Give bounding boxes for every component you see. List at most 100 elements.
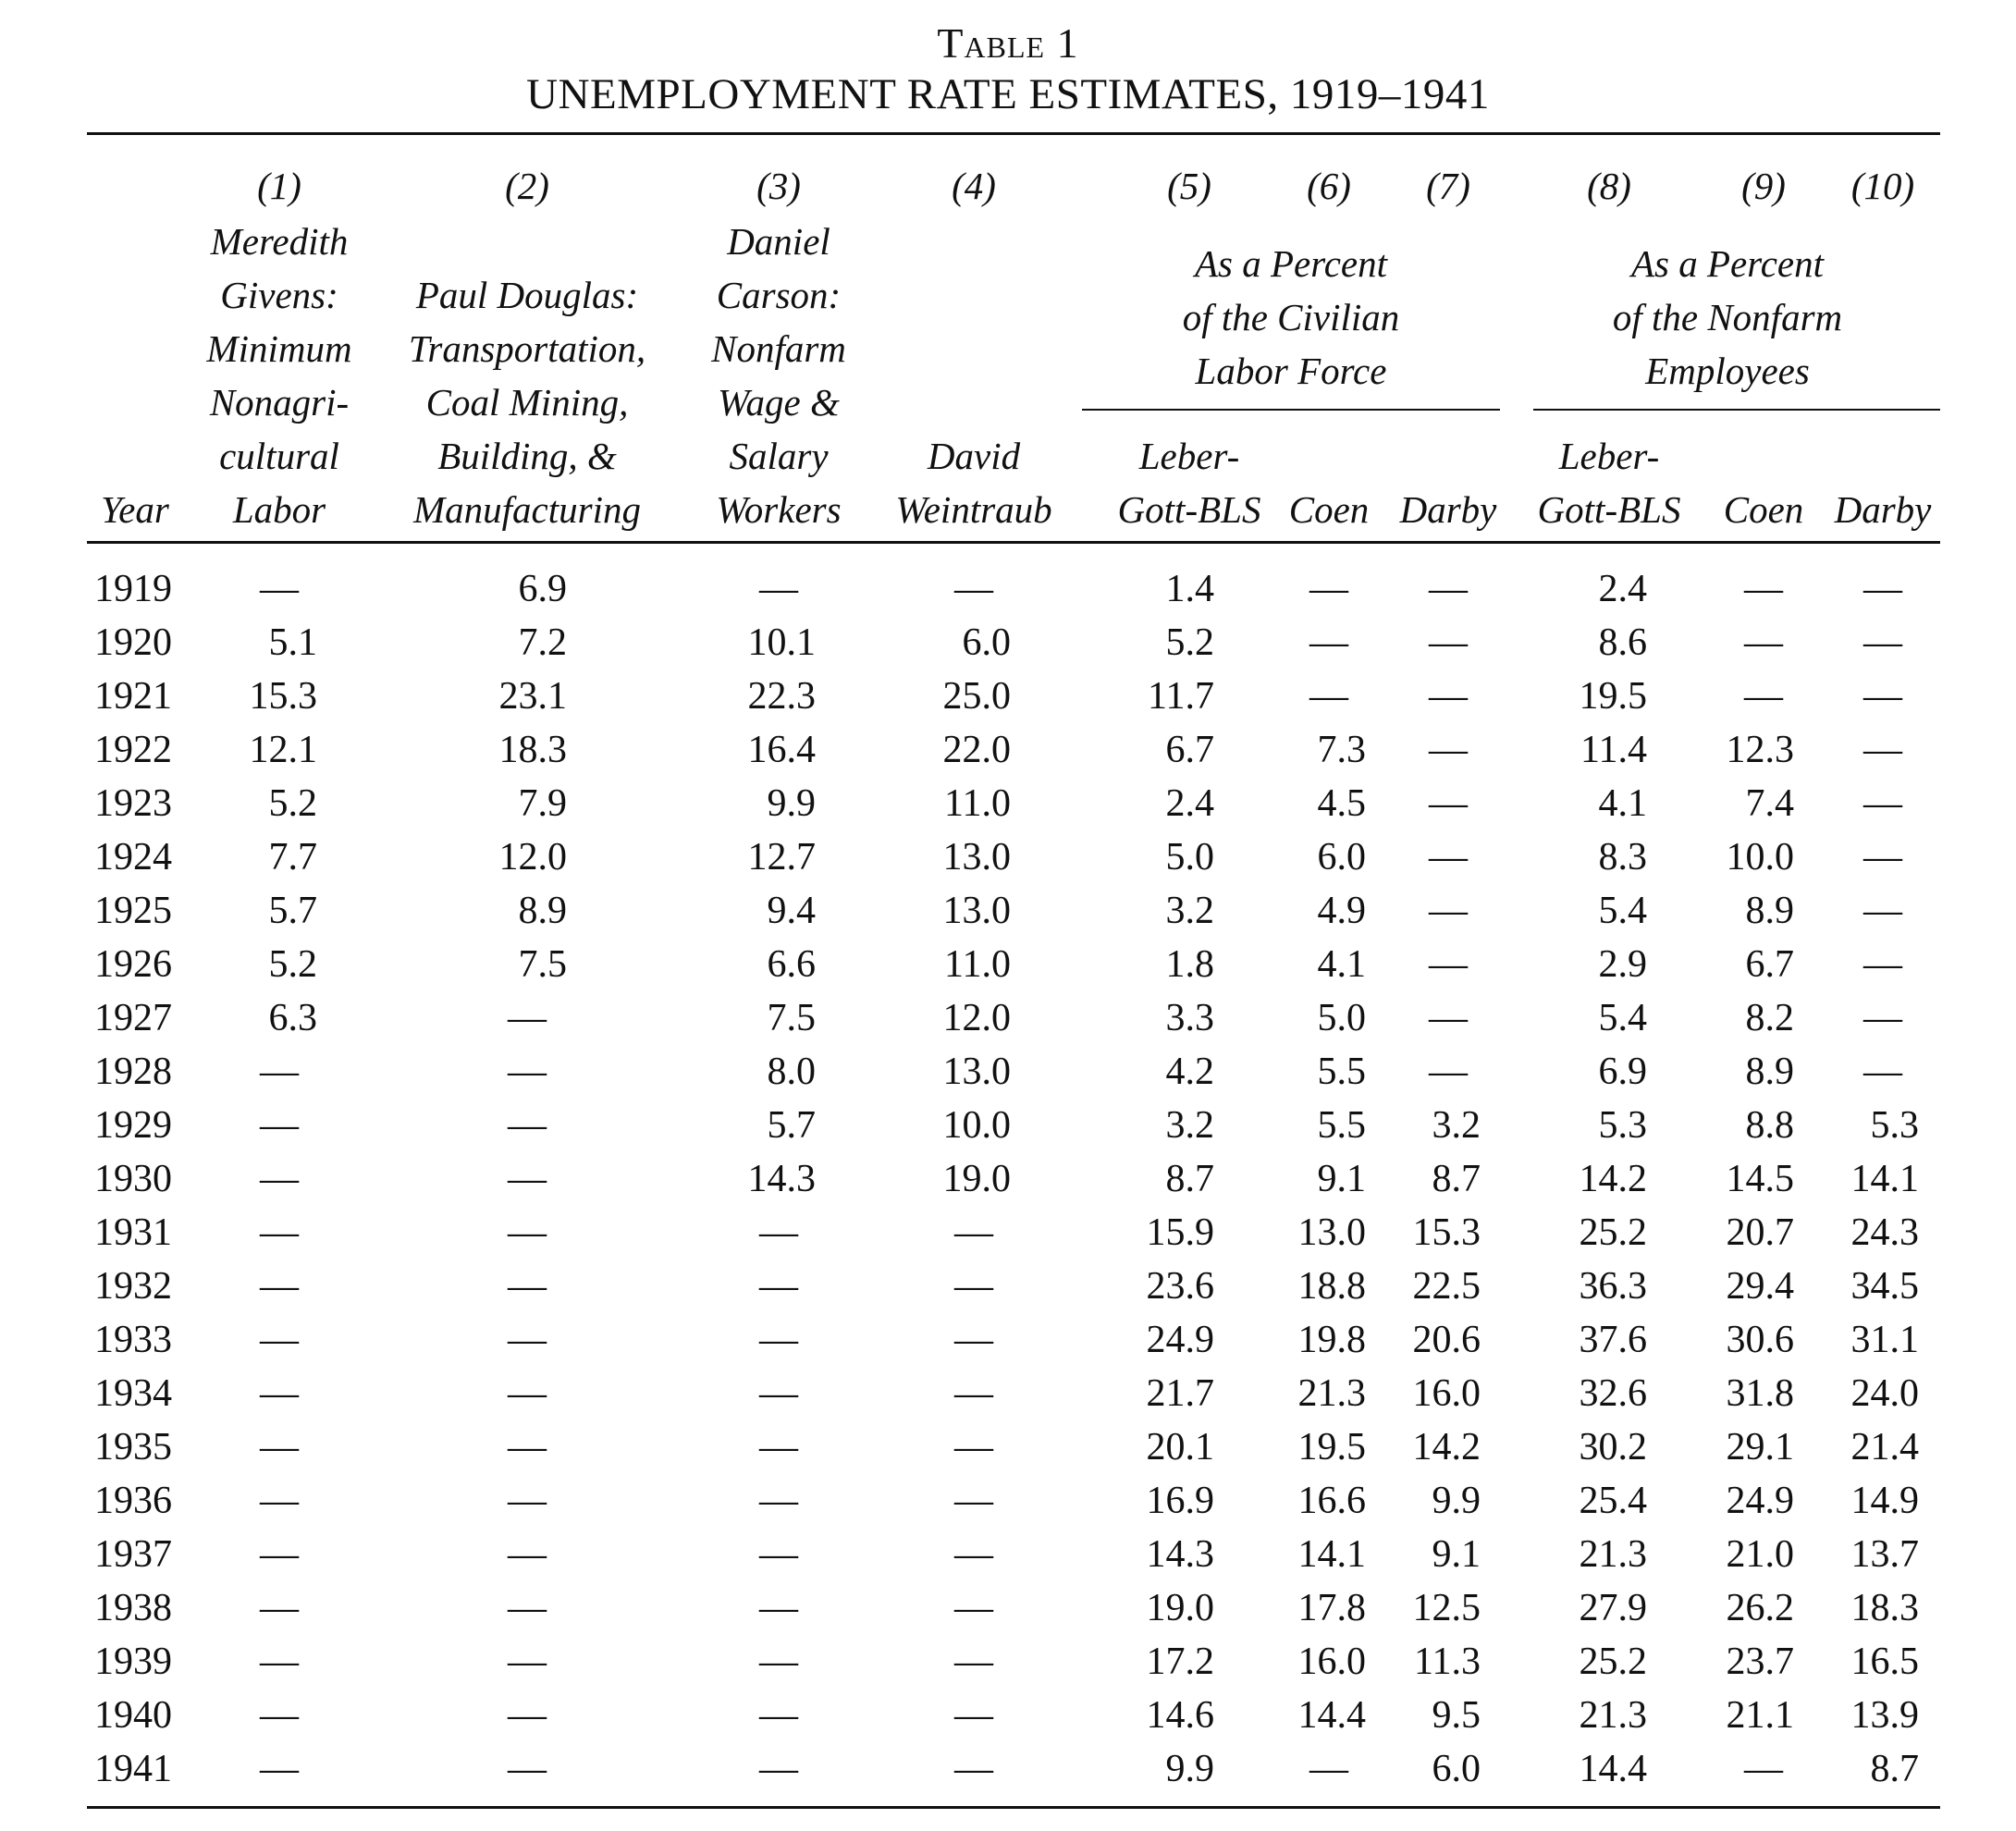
column-5-header-line: Leber- [1138, 435, 1240, 477]
value-cell-col-4: — [954, 1211, 993, 1254]
value-cell-col-8: 25.4 [1579, 1480, 1648, 1522]
value-cell-col-4: 13.0 [942, 836, 1012, 879]
value-cell-col-3: 9.9 [767, 782, 817, 825]
column-1-header-line: Labor [232, 488, 326, 531]
column-number-1: (1) [257, 165, 301, 207]
value-cell-col-10: 18.3 [1850, 1587, 1920, 1629]
value-cell-col-2: — [508, 1319, 547, 1361]
value-cell-col-8: 5.4 [1598, 890, 1648, 932]
value-cell-col-5: 4.2 [1165, 1051, 1215, 1093]
value-cell-col-7: — [1429, 890, 1468, 932]
group-2-title-line: of the Nonfarm [1612, 296, 1843, 338]
value-cell-col-5: 5.0 [1165, 836, 1215, 879]
value-cell-col-6: 4.5 [1317, 782, 1367, 825]
table-row: 1929 — — 5.7 10.0 3.2 5.5 3.2 5.3 8.8 5.3 [0, 1099, 2016, 1152]
value-cell-col-6: 19.5 [1297, 1426, 1367, 1468]
value-cell-col-3: 6.6 [767, 943, 817, 986]
value-cell-col-6: — [1309, 675, 1348, 718]
year-cell: 1930 [94, 1158, 172, 1200]
column-3-header-line: Carson: [716, 274, 842, 316]
year-cell: 1926 [94, 943, 172, 986]
value-cell-col-5: 21.7 [1146, 1372, 1215, 1415]
value-cell-col-3: — [759, 1694, 798, 1737]
year-cell: 1928 [94, 1051, 172, 1093]
value-cell-col-6: 5.0 [1317, 997, 1367, 1039]
value-cell-col-7: 6.0 [1432, 1748, 1481, 1790]
column-3-header-line: Workers [716, 488, 842, 531]
group-1-title-line: of the Civilian [1182, 296, 1400, 338]
value-cell-col-7: 20.6 [1412, 1319, 1481, 1361]
year-cell: 1931 [94, 1211, 172, 1254]
column-1-header-line: Nonagri- [209, 381, 350, 424]
column-number-4: (4) [952, 165, 996, 207]
value-cell-col-6: 5.5 [1317, 1051, 1367, 1093]
value-cell-col-1: — [260, 1641, 299, 1683]
value-cell-col-9: — [1744, 675, 1783, 718]
value-cell-col-3: — [759, 1748, 798, 1790]
value-cell-col-1: — [260, 1051, 299, 1093]
value-cell-col-10: 21.4 [1850, 1426, 1920, 1468]
value-cell-col-3: 22.3 [747, 675, 817, 718]
year-cell: 1923 [94, 782, 172, 825]
value-cell-col-2: — [508, 1533, 547, 1576]
value-cell-col-8: 2.4 [1598, 568, 1648, 610]
value-cell-col-10: 14.1 [1850, 1158, 1920, 1200]
value-cell-col-3: — [759, 1587, 798, 1629]
value-cell-col-4: 6.0 [962, 621, 1012, 664]
value-cell-col-10: 5.3 [1870, 1104, 1920, 1147]
value-cell-col-6: 6.0 [1317, 836, 1367, 879]
value-cell-col-4: — [954, 1641, 993, 1683]
value-cell-col-7: 9.9 [1432, 1480, 1481, 1522]
value-cell-col-5: 1.4 [1165, 568, 1215, 610]
value-cell-col-2: — [508, 1587, 547, 1629]
value-cell-col-1: 7.7 [268, 836, 318, 879]
value-cell-col-7: 14.2 [1412, 1426, 1481, 1468]
value-cell-col-8: 19.5 [1579, 675, 1648, 718]
value-cell-col-6: 17.8 [1297, 1587, 1367, 1629]
value-cell-col-3: 16.4 [747, 729, 817, 771]
value-cell-col-4: — [954, 1533, 993, 1576]
table-row: 1927 6.3 — 7.5 12.0 3.3 5.0 — 5.4 8.2 — [0, 991, 2016, 1045]
value-cell-col-7: — [1429, 675, 1468, 718]
value-cell-col-3: 12.7 [747, 836, 817, 879]
value-cell-col-10: — [1863, 943, 1902, 986]
value-cell-col-7: 11.3 [1414, 1641, 1481, 1683]
table-row: 1933 — — — — 24.9 19.8 20.6 37.6 30.6 31.1 [0, 1313, 2016, 1367]
value-cell-col-9: 26.2 [1726, 1587, 1795, 1629]
value-cell-col-1: — [260, 1533, 299, 1576]
value-cell-col-8: 6.9 [1598, 1051, 1648, 1093]
value-cell-col-4: — [954, 568, 993, 610]
value-cell-col-9: 29.4 [1726, 1265, 1795, 1308]
value-cell-col-4: 22.0 [942, 729, 1012, 771]
column-7-header-line: Darby [1399, 488, 1497, 531]
table-row: 1941 — — — — 9.9 — 6.0 14.4 — 8.7 [0, 1742, 2016, 1796]
value-cell-col-5: 15.9 [1146, 1211, 1215, 1254]
value-cell-col-9: 30.6 [1726, 1319, 1795, 1361]
value-cell-col-4: 10.0 [942, 1104, 1012, 1147]
value-cell-col-1: — [260, 1372, 299, 1415]
value-cell-col-5: 9.9 [1165, 1748, 1215, 1790]
value-cell-col-4: — [954, 1372, 993, 1415]
value-cell-col-9: 8.9 [1745, 1051, 1795, 1093]
value-cell-col-6: 13.0 [1297, 1211, 1367, 1254]
value-cell-col-10: — [1863, 890, 1902, 932]
value-cell-col-3: — [759, 1533, 798, 1576]
value-cell-col-1: 6.3 [268, 997, 318, 1039]
column-2-header-line: Transportation, [408, 327, 646, 370]
value-cell-col-2: — [508, 1211, 547, 1254]
value-cell-col-10: — [1863, 997, 1902, 1039]
civilian-group-rule [1082, 409, 1500, 411]
value-cell-col-10: 13.9 [1850, 1694, 1920, 1737]
group-1-title-line: As a Percent [1195, 242, 1387, 285]
value-cell-col-1: — [260, 1158, 299, 1200]
value-cell-col-1: — [260, 1211, 299, 1254]
value-cell-col-10: 24.0 [1850, 1372, 1920, 1415]
value-cell-col-1: — [260, 1480, 299, 1522]
value-cell-col-8: 21.3 [1579, 1694, 1648, 1737]
value-cell-col-8: 30.2 [1579, 1426, 1648, 1468]
column-3-header-line: Daniel [727, 220, 830, 263]
value-cell-col-8: 5.3 [1598, 1104, 1648, 1147]
value-cell-col-4: 13.0 [942, 890, 1012, 932]
value-cell-col-4: — [954, 1694, 993, 1737]
column-number-10: (10) [1850, 165, 1915, 207]
